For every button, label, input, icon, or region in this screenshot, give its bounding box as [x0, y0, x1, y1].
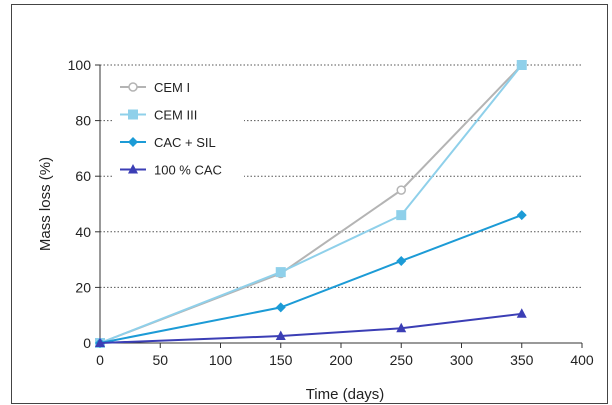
x-tick-labels: 0 50 100 150 200 250 300 350 400 — [96, 352, 594, 368]
series-3-point-3 — [516, 308, 527, 318]
series-2-point-3 — [516, 210, 527, 221]
y-axis-label: Mass loss (%) — [37, 157, 54, 251]
x-tick-label-0: 0 — [96, 352, 104, 368]
series-2-point-2 — [396, 255, 407, 266]
legend-label-0: CEM I — [154, 80, 190, 95]
x-tick-label-150: 150 — [269, 352, 293, 368]
series-line-1 — [99, 64, 523, 344]
x-tick-label-350: 350 — [510, 352, 534, 368]
series-1-point-3 — [516, 60, 527, 70]
x-tick-label-200: 200 — [329, 352, 353, 368]
series-2-point-1 — [275, 302, 286, 313]
legend-item-1: CEM III — [120, 108, 197, 123]
legend-background — [114, 70, 244, 200]
x-axis-label: Time (days) — [306, 386, 385, 403]
series-3-point-2 — [396, 322, 407, 333]
y-tick-label-20: 20 — [75, 279, 91, 295]
legend: CEM I CEM III CAC + SIL 100 % CAC — [120, 80, 222, 178]
series-3-point-0 — [95, 337, 105, 347]
y-tick-label-60: 60 — [75, 168, 91, 184]
series-1-point-1 — [275, 267, 286, 278]
series-group — [95, 60, 527, 348]
x-tick-label-100: 100 — [209, 352, 233, 368]
legend-label-2: CAC + SIL — [154, 135, 216, 150]
legend-swatch-marker-0 — [128, 82, 138, 92]
y-tick-label-0: 0 — [83, 335, 91, 351]
legend-swatch-marker-2 — [128, 137, 138, 147]
legend-swatch-marker-1 — [128, 109, 138, 120]
legend-item-0: CEM I — [120, 80, 190, 95]
series-line-3 — [99, 312, 522, 344]
legend-item-3: 100 % CAC — [120, 163, 222, 178]
series-0-point-2 — [396, 185, 406, 195]
series-3-point-1 — [275, 330, 286, 341]
x-tick-label-300: 300 — [450, 352, 474, 368]
legend-item-2: CAC + SIL — [120, 135, 216, 150]
series-line-2 — [99, 214, 523, 344]
legend-label-3: 100 % CAC — [154, 163, 222, 178]
y-tick-labels: 0 20 40 60 80 100 — [68, 57, 92, 351]
series-2 — [95, 210, 527, 348]
legend-swatch-marker-3 — [128, 164, 138, 174]
x-tick-label-250: 250 — [390, 352, 414, 368]
series-3 — [95, 308, 527, 347]
chart-frame — [11, 4, 608, 404]
y-tick-label-100: 100 — [68, 57, 92, 73]
x-tick-label-400: 400 — [570, 352, 594, 368]
series-1-point-2 — [396, 210, 407, 221]
legend-label-1: CEM III — [154, 108, 197, 123]
y-tick-label-40: 40 — [75, 224, 91, 240]
y-tick-label-80: 80 — [75, 113, 91, 129]
x-tick-label-50: 50 — [152, 352, 168, 368]
